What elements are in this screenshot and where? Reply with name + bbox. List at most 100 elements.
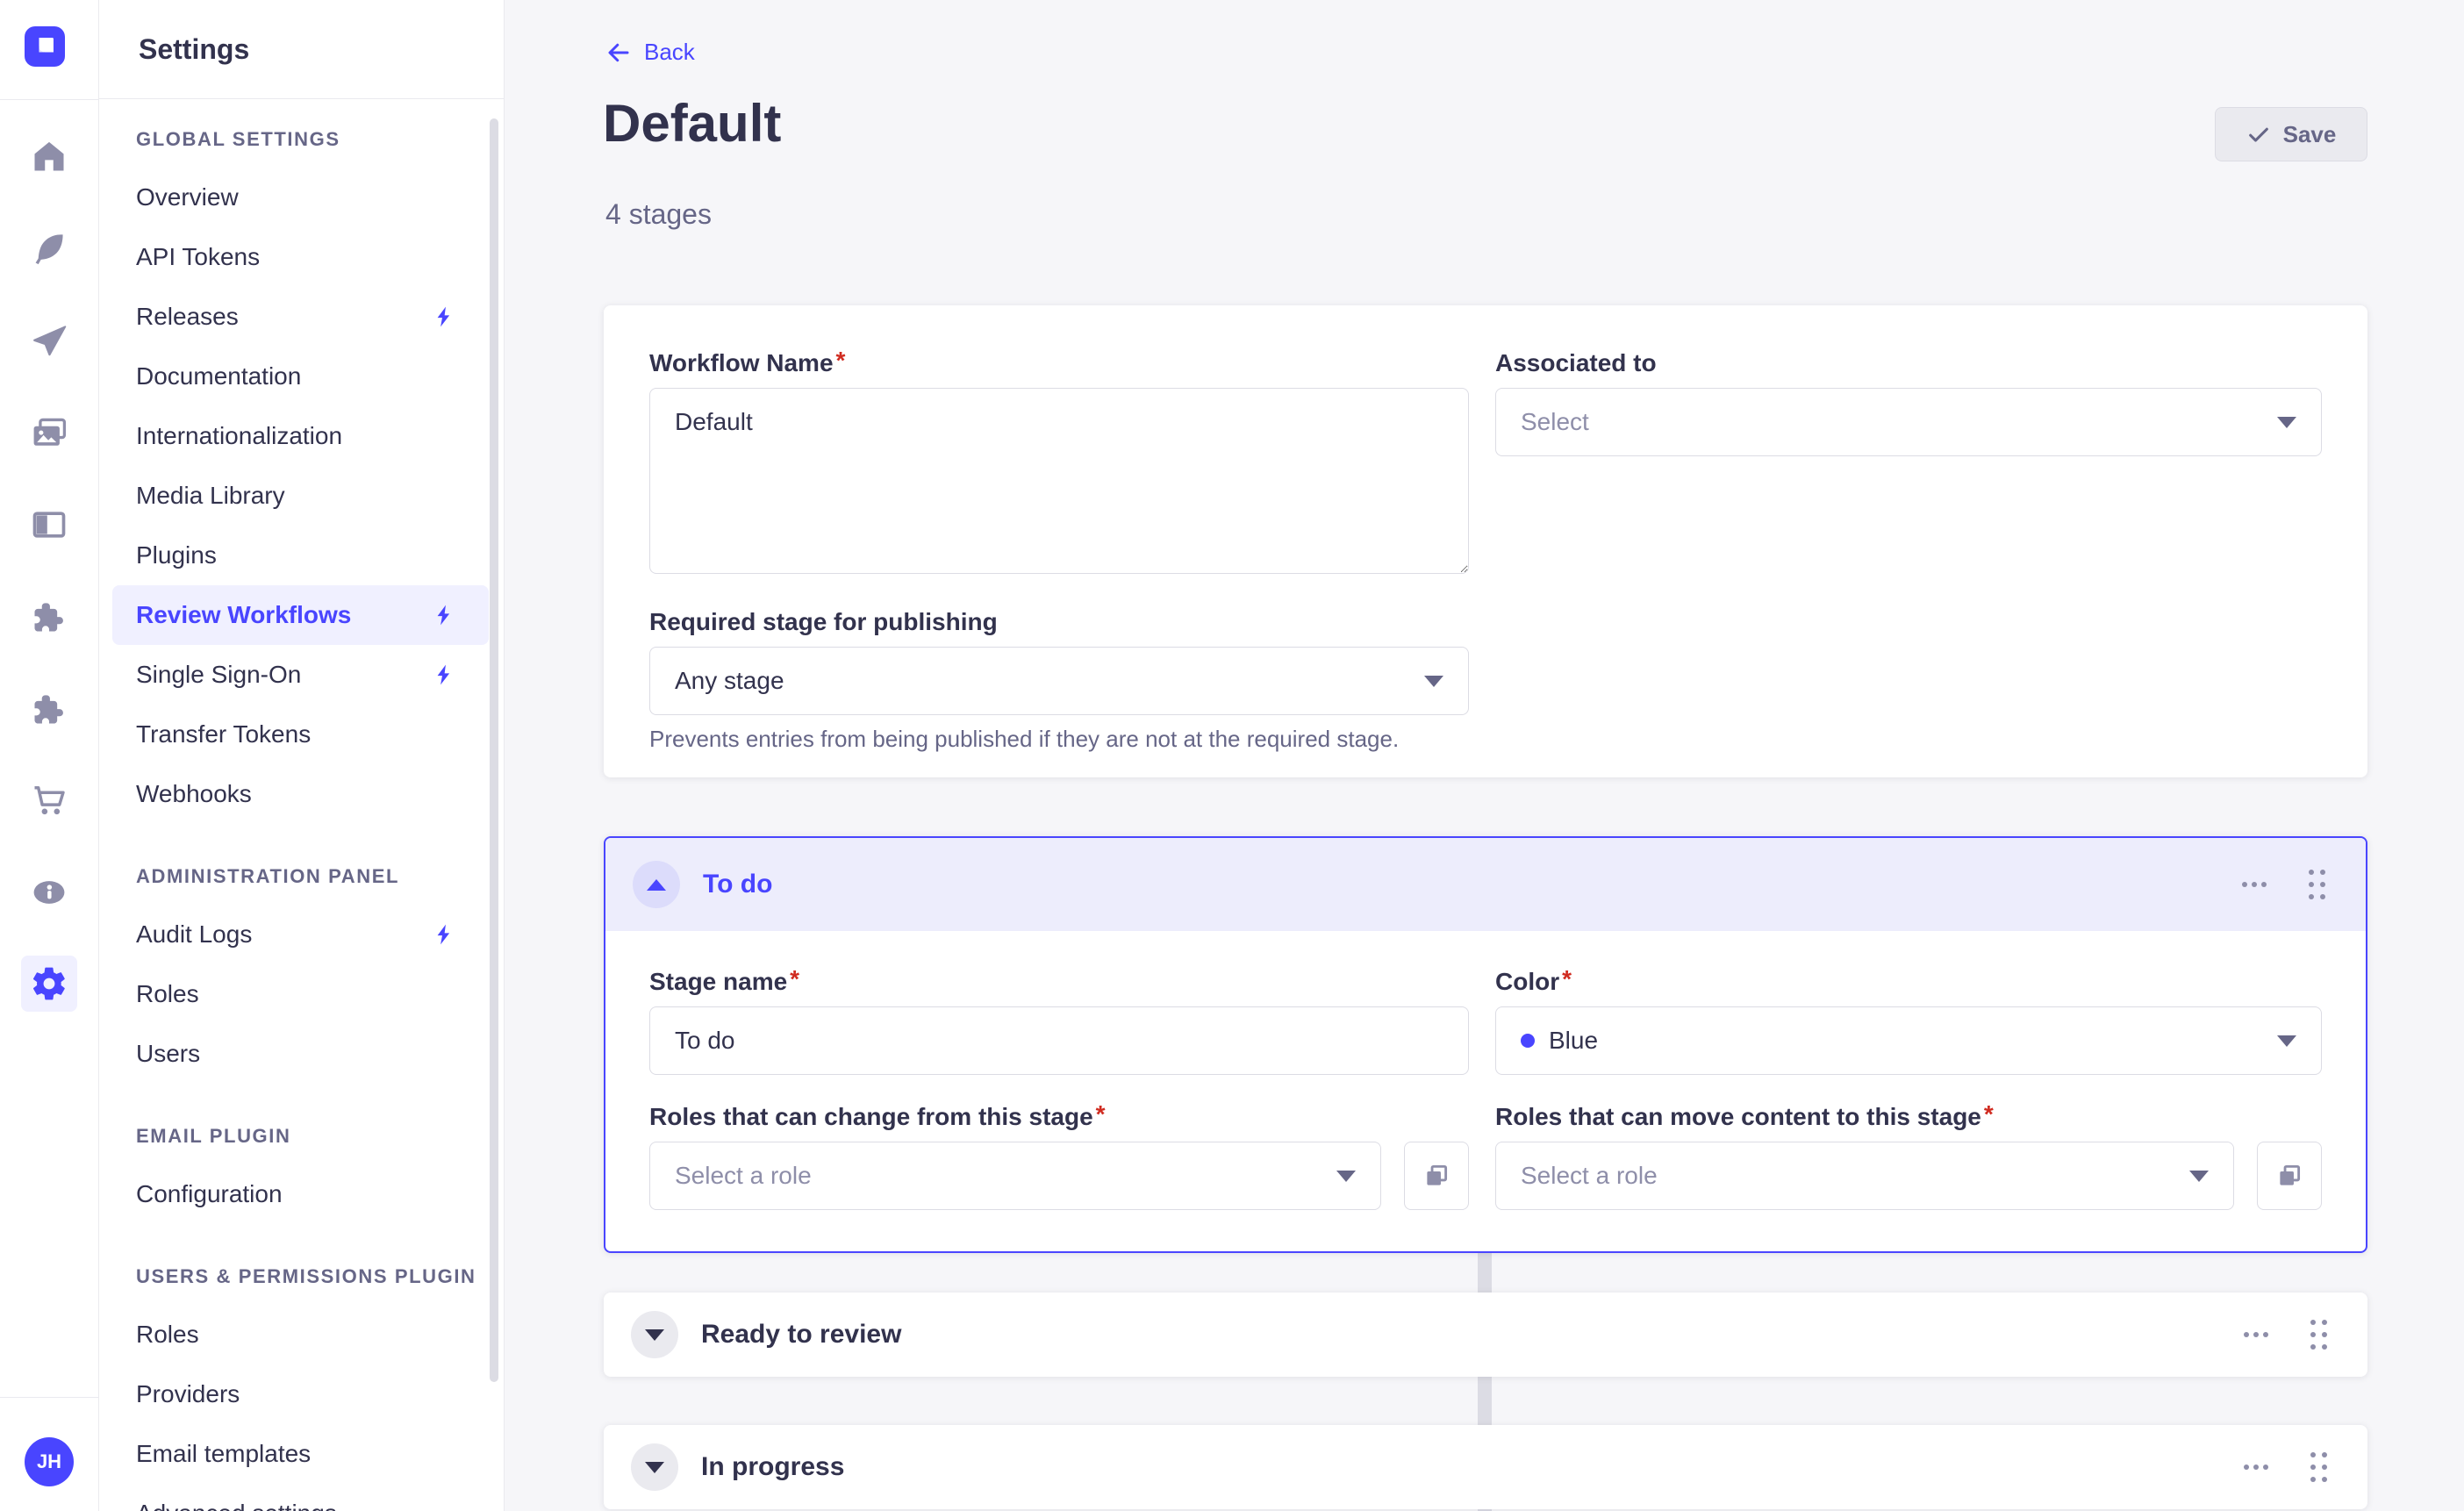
triangle-down-icon (645, 1328, 664, 1341)
home-icon[interactable] (28, 135, 70, 177)
page-subtitle: 4 stages (605, 198, 712, 230)
duplicate-icon (2280, 1164, 2301, 1185)
roles-to-placeholder: Select a role (1521, 1162, 1658, 1189)
bolt-icon (433, 662, 457, 687)
color-dot-blue (1521, 1034, 1535, 1048)
puzzle-icon-2[interactable] (28, 688, 70, 730)
layout-icon[interactable] (28, 504, 70, 546)
roles-to-label: Roles that can move content to this stag… (1495, 1100, 1994, 1131)
expand-stage-button[interactable] (631, 1443, 678, 1491)
roles-to-select[interactable]: Select a role (1495, 1142, 2234, 1210)
sidebar-title: Settings (139, 32, 250, 65)
sidebar-item-api-tokens[interactable]: API Tokens (136, 243, 261, 270)
sidebar-header: Settings (99, 0, 504, 99)
pen-icon[interactable] (28, 227, 70, 269)
section-label-global-settings: GLOBAL SETTINGS (136, 128, 340, 150)
associated-to-label: Associated to (1495, 349, 1657, 376)
stage-card-in-progress[interactable]: In progress (604, 1425, 2367, 1509)
sidebar-items: Configuration (99, 1164, 504, 1224)
info-icon[interactable] (28, 871, 70, 913)
sidebar-item-configuration[interactable]: Configuration (136, 1180, 283, 1207)
paper-plane-icon[interactable] (28, 320, 70, 362)
triangle-up-icon (647, 878, 666, 891)
bolt-icon (433, 603, 457, 627)
page-title: Default (603, 94, 782, 153)
rail-divider (0, 1397, 99, 1398)
sidebar-item-internationalization[interactable]: Internationalization (136, 422, 343, 449)
settings-sidebar: Settings GLOBAL SETTINGS Overview API To… (99, 0, 505, 1511)
back-link[interactable]: Back (605, 39, 695, 66)
nav-rail: JH (0, 0, 99, 1511)
sidebar-item-releases[interactable]: Releases (112, 287, 489, 347)
required-stage-select[interactable]: Any stage (649, 647, 1469, 715)
drag-handle-icon[interactable] (2307, 1316, 2331, 1353)
save-button[interactable]: Save (2215, 107, 2367, 161)
sidebar-item-review-workflows[interactable]: Review Workflows (112, 585, 489, 645)
stage-card-todo: To do Stage name* Color* (604, 836, 2367, 1253)
puzzle-icon[interactable] (28, 596, 70, 638)
sidebar-item-documentation[interactable]: Documentation (136, 362, 302, 390)
avatar[interactable]: JH (25, 1437, 74, 1486)
associated-to-placeholder: Select (1521, 408, 1589, 435)
roles-from-select[interactable]: Select a role (649, 1142, 1381, 1210)
chevron-down-icon (2189, 1171, 2209, 1182)
strapi-logo[interactable] (25, 26, 65, 67)
sidebar-item-providers[interactable]: Providers (136, 1380, 240, 1407)
sidebar-item-plugins[interactable]: Plugins (136, 541, 217, 569)
save-label: Save (2282, 120, 2337, 147)
sidebar-item-users[interactable]: Users (136, 1040, 201, 1067)
strapi-logo-icon (39, 38, 54, 53)
required-stage-label: Required stage for publishing (649, 608, 998, 635)
check-icon (2248, 127, 2268, 142)
bolt-icon (433, 922, 457, 947)
sidebar-item-advanced-settings[interactable]: Advanced settings (112, 1484, 489, 1511)
required-mark: * (835, 347, 846, 374)
workflow-settings-card: Workflow Name * Default Associated to Sel… (604, 305, 2367, 777)
more-options-icon[interactable] (2237, 877, 2272, 892)
sidebar-items: Overview API Tokens Releases Documentati… (99, 168, 504, 824)
back-arrow-icon (608, 43, 629, 61)
associated-to-select[interactable]: Select (1495, 388, 2322, 456)
main-content: Back Default 4 stages Save Workflow Name… (505, 0, 2464, 1511)
required-mark: * (1562, 965, 1572, 992)
roles-from-placeholder: Select a role (675, 1162, 812, 1189)
settings-gear-icon[interactable] (21, 956, 77, 1012)
duplicate-icon (1427, 1164, 1448, 1185)
stage-name-label: Stage name * (649, 965, 800, 996)
drag-handle-icon[interactable] (2307, 1449, 2331, 1486)
sidebar-item-transfer-tokens[interactable]: Transfer Tokens (136, 720, 312, 748)
chevron-down-icon (1424, 676, 1443, 687)
roles-from-label: Roles that can change from this stage * (649, 1100, 1106, 1131)
sidebar-item-audit-logs[interactable]: Audit Logs (112, 905, 489, 964)
required-mark: * (1095, 1100, 1106, 1128)
duplicate-roles-button[interactable] (2257, 1142, 2322, 1210)
workflow-name-label: Workflow Name * (649, 347, 846, 377)
drag-handle-icon[interactable] (2305, 866, 2329, 903)
workflow-name-textarea[interactable]: Default (649, 388, 1469, 574)
more-options-icon[interactable] (2238, 1459, 2274, 1475)
sidebar-item-roles-admin[interactable]: Roles (136, 980, 199, 1007)
more-options-icon[interactable] (2238, 1327, 2274, 1343)
stage-color-select[interactable]: Blue (1495, 1006, 2322, 1075)
sidebar-items: Roles Providers Email templates Advanced… (99, 1305, 504, 1511)
sidebar-scrollbar[interactable] (490, 118, 498, 1382)
stage-name-input[interactable] (649, 1006, 1469, 1075)
media-library-icon[interactable] (28, 412, 70, 455)
sidebar-item-single-sign-on[interactable]: Single Sign-On (112, 645, 489, 705)
stage-title: In progress (701, 1452, 845, 1481)
required-stage-value: Any stage (675, 667, 784, 694)
sidebar-item-roles-up[interactable]: Roles (136, 1321, 199, 1348)
sidebar-item-webhooks[interactable]: Webhooks (136, 780, 252, 807)
sidebar-item-overview[interactable]: Overview (136, 183, 239, 211)
rail-divider (0, 99, 99, 100)
stage-color-label: Color * (1495, 965, 1572, 996)
sidebar-item-email-templates[interactable]: Email templates (136, 1440, 312, 1467)
expand-stage-button[interactable] (631, 1311, 678, 1358)
stage-card-ready-to-review[interactable]: Ready to review (604, 1293, 2367, 1377)
stage-todo-header[interactable]: To do (605, 838, 2366, 931)
sidebar-item-media-library[interactable]: Media Library (136, 482, 285, 509)
collapse-stage-button[interactable] (633, 861, 680, 908)
cart-icon[interactable] (28, 779, 70, 821)
duplicate-roles-button[interactable] (1404, 1142, 1469, 1210)
section-label-email-plugin: EMAIL PLUGIN (136, 1125, 291, 1147)
